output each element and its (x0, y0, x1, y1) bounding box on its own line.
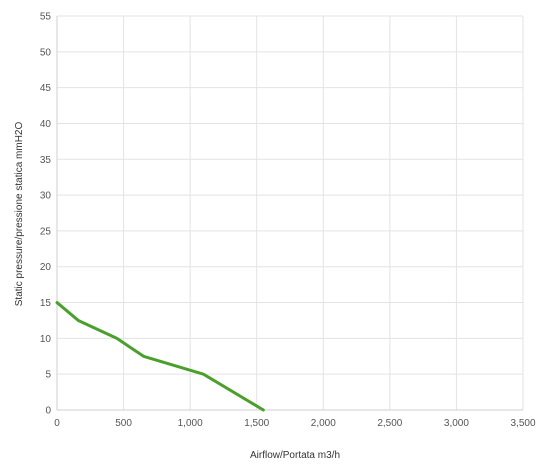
y-tick-label: 50 (40, 47, 52, 58)
series-line (55, 301, 265, 412)
y-tick-label: 35 (40, 155, 52, 166)
grid-lines (57, 15, 524, 410)
y-tick-label: 0 (45, 406, 51, 417)
series-group (55, 301, 265, 412)
y-tick-label: 15 (40, 298, 52, 309)
x-tick-label: 1,500 (244, 418, 269, 429)
x-tick-label: 0 (54, 418, 60, 429)
y-tick-label: 55 (40, 12, 52, 23)
y-tick-label: 40 (40, 119, 52, 130)
x-axis-label: Airflow/Portata m3/h (250, 450, 340, 461)
x-tick-label: 1,000 (178, 418, 203, 429)
x-tick-label: 3,000 (444, 418, 469, 429)
x-tick-label: 2,500 (377, 418, 402, 429)
axes (56, 16, 523, 411)
x-tick-label: 3,500 (510, 418, 535, 429)
y-tick-label: 5 (45, 370, 51, 381)
y-axis-label: Static pressure/pressione statica mmH2O (14, 122, 25, 307)
y-tick-label: 10 (40, 334, 52, 345)
y-tick-label: 25 (40, 226, 52, 237)
x-tick-label: 500 (115, 418, 132, 429)
y-tick-labels: 0 5 10 15 20 25 30 35 40 45 50 55 (40, 12, 52, 417)
x-tick-label: 2,000 (311, 418, 336, 429)
y-tick-label: 30 (40, 191, 52, 202)
y-tick-label: 45 (40, 83, 52, 94)
y-tick-label: 20 (40, 262, 52, 273)
x-tick-labels: 0 500 1,000 1,500 2,000 2,500 3,000 3,500 (54, 418, 536, 429)
